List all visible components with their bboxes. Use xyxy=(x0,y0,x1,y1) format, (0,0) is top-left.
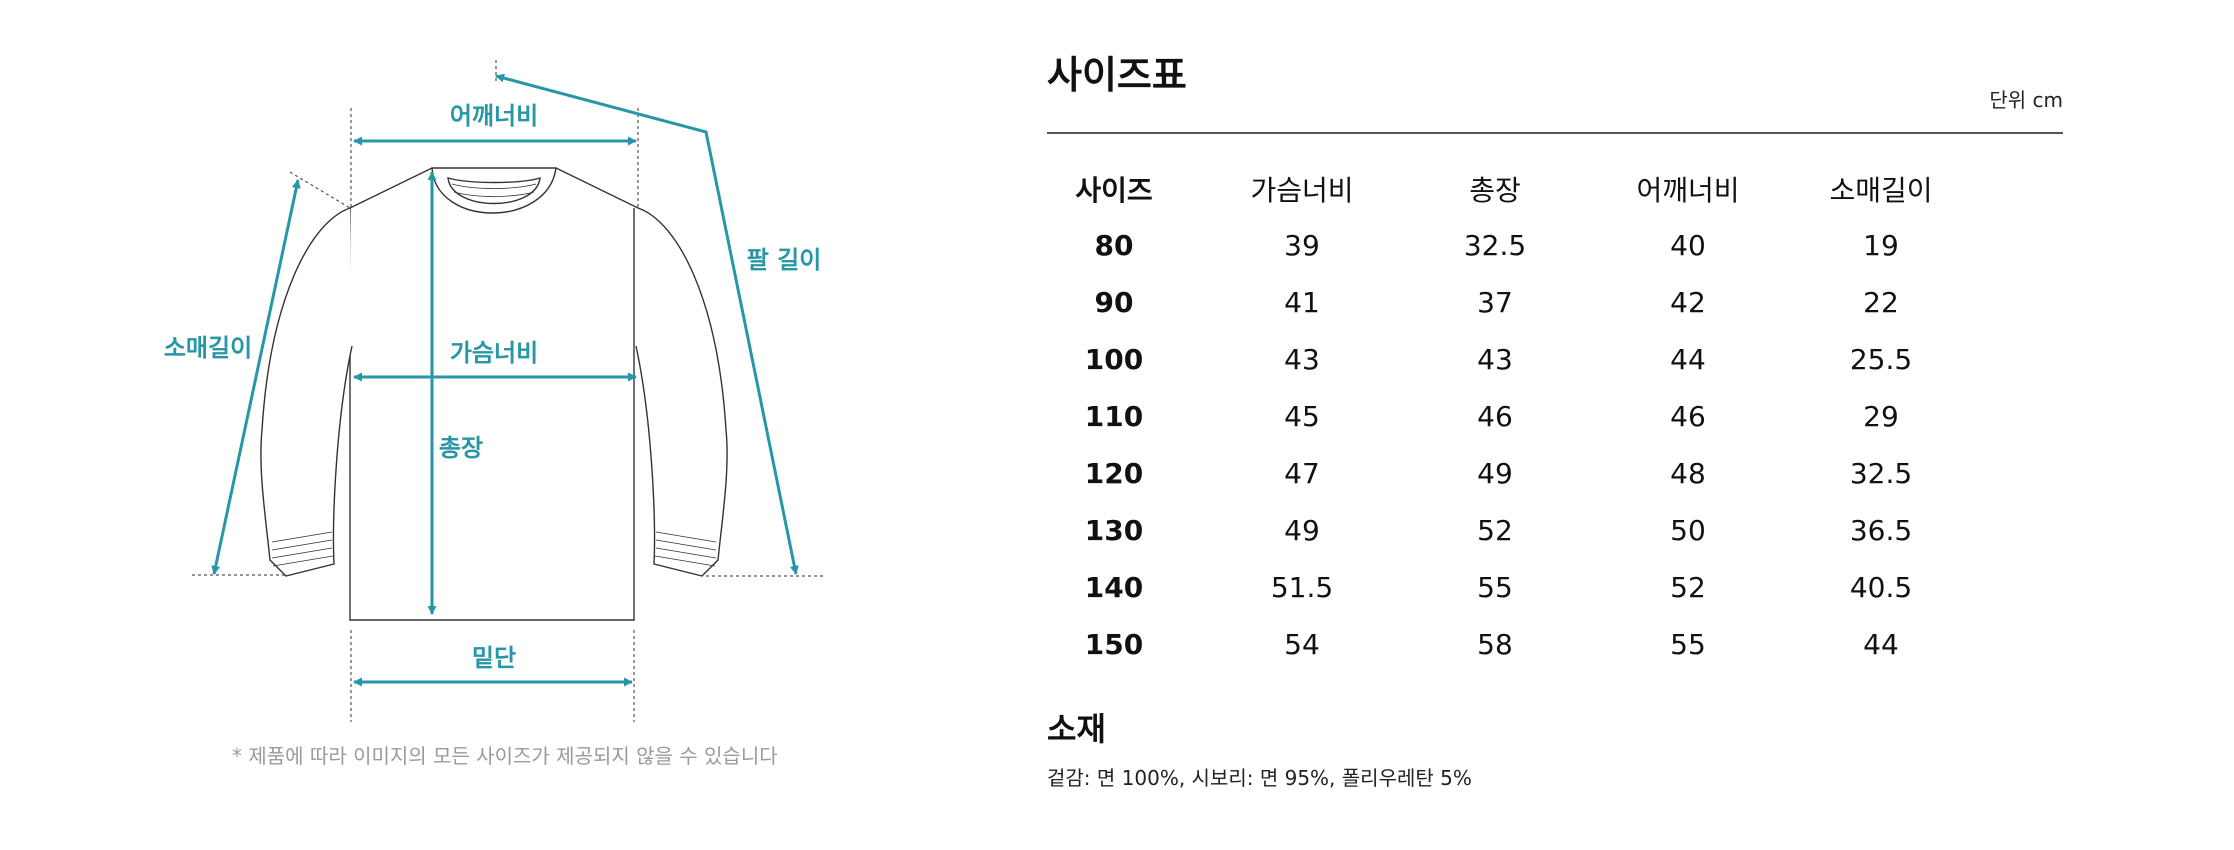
table-row: 120 47 49 48 32.5 xyxy=(1047,445,1953,502)
table-row: 140 51.5 55 52 40.5 xyxy=(1047,559,1953,616)
measurement-cell: 58 xyxy=(1477,628,1513,661)
table-row: 100 43 43 44 25.5 xyxy=(1047,331,1953,388)
measurement-cell: 44 xyxy=(1670,343,1706,376)
measurement-arrows xyxy=(211,73,799,687)
measurement-cell: 49 xyxy=(1284,514,1320,547)
measurement-cell: 55 xyxy=(1477,571,1513,604)
size-chart-title: 사이즈표 xyxy=(1047,53,1187,97)
header-length: 총장 xyxy=(1469,173,1521,207)
measurement-cell: 19 xyxy=(1863,229,1899,262)
measurement-cell: 32.5 xyxy=(1849,457,1913,490)
label-sleeve: 소매길이 xyxy=(164,334,252,362)
measurement-cell: 49 xyxy=(1477,457,1513,490)
sweatshirt-illustration xyxy=(260,167,728,621)
measurement-cell: 55 xyxy=(1670,628,1706,661)
measurement-cell: 50 xyxy=(1670,514,1706,547)
label-shoulder: 어깨너비 xyxy=(450,102,538,130)
measurement-cell: 48 xyxy=(1670,457,1706,490)
measurement-cell: 40 xyxy=(1670,229,1706,262)
size-cell: 100 xyxy=(1084,343,1144,376)
title-divider xyxy=(1047,132,2063,134)
table-row: 150 54 58 55 44 xyxy=(1047,616,1953,673)
size-cell: 80 xyxy=(1094,229,1134,262)
size-cell: 150 xyxy=(1084,628,1144,661)
header-shoulder: 어깨너비 xyxy=(1636,173,1740,207)
table-row: 90 41 37 42 22 xyxy=(1047,274,1953,331)
label-hem: 밑단 xyxy=(472,644,516,672)
unit-label: 단위 cm xyxy=(1989,88,2063,112)
measurement-cell: 45 xyxy=(1284,400,1320,433)
header-chest: 가슴너비 xyxy=(1250,173,1354,207)
measurement-cell: 52 xyxy=(1477,514,1513,547)
measurement-cell: 29 xyxy=(1863,400,1899,433)
header-sleeve: 소매길이 xyxy=(1829,173,1933,207)
measurement-cell: 39 xyxy=(1284,229,1320,262)
size-cell: 110 xyxy=(1084,400,1144,433)
table-row: 110 45 46 46 29 xyxy=(1047,388,1953,445)
sleeve-arrow xyxy=(211,179,301,575)
table-row: 130 49 52 50 36.5 xyxy=(1047,502,1953,559)
size-table: 사이즈 가슴너비 총장 어깨너비 소매길이 80 39 32.5 40 19 90 41 37… xyxy=(1047,160,1953,673)
size-cell: 130 xyxy=(1084,514,1144,547)
label-arm-length: 팔 길이 xyxy=(747,246,822,274)
material-text: 겉감: 면 100%, 시보리: 면 95%, 폴리우레탄 5% xyxy=(1047,766,1472,790)
arm-length-arrow xyxy=(495,73,799,575)
size-chart-panel: 사이즈표 단위 cm 사이즈 가슴너비 총장 어깨너비 소매길이 80 39 32.… xyxy=(1047,53,2063,790)
measurement-cell: 22 xyxy=(1863,286,1899,319)
label-length: 총장 xyxy=(439,434,483,462)
table-header-row: 사이즈 가슴너비 총장 어깨너비 소매길이 xyxy=(1047,160,1953,217)
measurement-cell: 40.5 xyxy=(1849,571,1913,604)
garment-measurement-diagram: 어깨너비 팔 길이 소매길이 가슴너비 총장 밑단 xyxy=(164,60,826,722)
measurement-cell: 44 xyxy=(1863,628,1899,661)
measurement-cell: 37 xyxy=(1477,286,1513,319)
measurement-cell: 25.5 xyxy=(1849,343,1913,376)
measurement-cell: 41 xyxy=(1284,286,1320,319)
material-title: 소재 xyxy=(1047,710,1106,748)
measurement-cell: 42 xyxy=(1670,286,1706,319)
measurement-cell: 47 xyxy=(1284,457,1320,490)
measurement-cell: 43 xyxy=(1477,343,1513,376)
measurement-cell: 36.5 xyxy=(1849,514,1913,547)
label-chest: 가슴너비 xyxy=(450,339,538,367)
measurement-cell: 43 xyxy=(1284,343,1320,376)
size-cell: 120 xyxy=(1084,457,1144,490)
size-cell: 90 xyxy=(1094,286,1134,319)
measurement-cell: 32.5 xyxy=(1463,229,1527,262)
measurement-cell: 51.5 xyxy=(1270,571,1334,604)
measurement-cell: 54 xyxy=(1284,628,1320,661)
size-cell: 140 xyxy=(1084,571,1144,604)
table-row: 80 39 32.5 40 19 xyxy=(1047,217,1953,274)
diagram-caption: * 제품에 따라 이미지의 모든 사이즈가 제공되지 않을 수 있습니다 xyxy=(232,744,778,768)
header-size: 사이즈 xyxy=(1075,173,1153,207)
measurement-cell: 52 xyxy=(1670,571,1706,604)
measurement-cell: 46 xyxy=(1477,400,1513,433)
measurement-cell: 46 xyxy=(1670,400,1706,433)
